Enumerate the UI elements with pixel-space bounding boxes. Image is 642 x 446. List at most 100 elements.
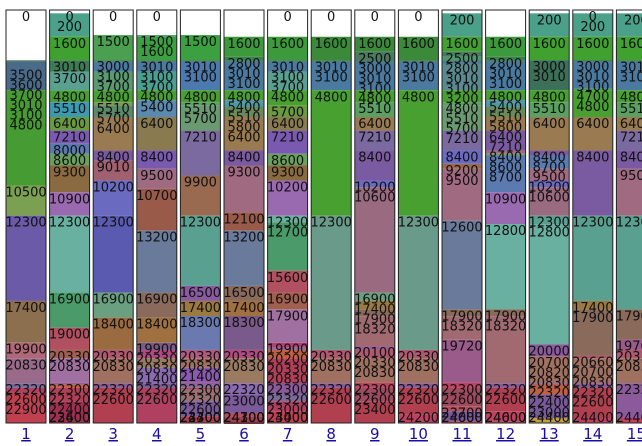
data-label: 0 — [371, 10, 379, 25]
data-label: 3700 — [140, 80, 173, 95]
data-label: 22320 — [49, 393, 90, 408]
data-label: 3100 — [271, 70, 304, 85]
data-label: 24400 — [529, 411, 570, 426]
category-link-11[interactable]: 11 — [452, 425, 471, 443]
column-11: 200 1600250028003010310032004800551057007… — [441, 9, 483, 443]
data-label: 3500 — [9, 69, 42, 84]
bar-segment — [224, 150, 264, 166]
data-label: 22320 — [136, 383, 177, 398]
data-label: 18400 — [136, 318, 177, 333]
bar-segment — [442, 163, 482, 169]
category-link-13[interactable]: 13 — [540, 425, 559, 443]
category-link-1[interactable]: 1 — [21, 425, 31, 443]
bar-segment — [354, 346, 395, 350]
bar-segment — [485, 60, 526, 62]
data-label: 20820 — [529, 366, 570, 381]
data-label: 6400 — [489, 130, 522, 145]
bar-segment — [485, 387, 526, 412]
bar-segment — [180, 387, 221, 390]
data-label: 3010 — [576, 70, 609, 85]
category-link-2[interactable]: 2 — [65, 425, 75, 443]
bar-segment — [93, 383, 134, 388]
data-label: 3010 — [489, 67, 522, 82]
data-label: 7210 — [53, 131, 86, 146]
bar-segment — [311, 215, 352, 350]
data-label: 3010 — [140, 60, 173, 75]
bar-segment — [93, 10, 134, 36]
bar-segment — [311, 90, 352, 216]
bar-segment — [485, 130, 526, 151]
category-link-8[interactable]: 8 — [326, 425, 336, 443]
data-label: 8600 — [53, 154, 86, 169]
data-label: 22320 — [572, 385, 613, 400]
bar-segment — [354, 382, 395, 388]
data-label: 22900 — [5, 403, 46, 418]
bar-segment — [442, 411, 482, 422]
category-link-10[interactable]: 10 — [409, 425, 428, 443]
data-label: 3100 — [489, 77, 522, 92]
category-link-7[interactable]: 7 — [283, 425, 293, 443]
bar-segment — [485, 106, 526, 118]
category-link-4[interactable]: 4 — [152, 425, 162, 443]
bar-segment — [442, 102, 482, 106]
data-label: 9500 — [140, 169, 173, 184]
data-label: 6400 — [576, 117, 609, 132]
data-label: 22700 — [180, 411, 221, 426]
data-label: 22320 — [311, 383, 352, 398]
data-label: 22300 — [441, 383, 482, 398]
bar-segment — [354, 292, 395, 301]
category-link-3[interactable]: 3 — [108, 425, 118, 443]
data-label: 22400 — [49, 403, 90, 418]
bar-segment — [616, 168, 642, 216]
bar-segment — [136, 168, 177, 189]
category-link-15[interactable]: 15 — [627, 425, 642, 443]
bar-segment — [49, 292, 90, 328]
bar-segment — [572, 387, 613, 418]
data-label: 8400 — [140, 150, 173, 165]
data-label: 20830 — [398, 360, 439, 375]
bar-segment — [398, 36, 439, 61]
category-link-12[interactable]: 12 — [496, 425, 515, 443]
data-label: 20660 — [572, 355, 613, 370]
data-label: 10900 — [485, 192, 526, 207]
data-label: 4800 — [620, 90, 642, 105]
bar-segment — [267, 71, 308, 91]
category-link-5[interactable]: 5 — [196, 425, 206, 443]
bar-segment — [485, 155, 526, 193]
data-label: 16900 — [354, 293, 395, 308]
bar-segment — [616, 349, 642, 359]
category-link-14[interactable]: 14 — [583, 425, 602, 443]
data-label: 3100 — [97, 70, 130, 85]
data-label: 2800 — [489, 57, 522, 72]
data-label: 12300 — [616, 216, 642, 231]
data-label: 8400 — [533, 150, 566, 165]
data-label: 10200 — [529, 181, 570, 196]
bar-segment — [180, 349, 221, 359]
bar-segment — [93, 317, 134, 350]
data-label: 8400 — [620, 150, 642, 165]
data-label: 17400 — [180, 301, 221, 316]
data-label: 2500 — [445, 52, 478, 67]
bar-segment — [529, 356, 570, 359]
data-label: 3100 — [315, 70, 348, 85]
bar-segment — [616, 309, 642, 340]
category-link-6[interactable]: 6 — [239, 425, 249, 443]
bar-segment — [485, 150, 526, 154]
bar-segment — [180, 300, 221, 316]
column-outline — [310, 9, 352, 424]
category-link-9[interactable]: 9 — [370, 425, 380, 443]
data-label: 1600 — [271, 37, 304, 52]
bar-segment — [354, 150, 395, 181]
bar-segment — [93, 61, 134, 72]
data-label: 3100 — [620, 70, 642, 85]
bar-segment — [224, 358, 264, 384]
data-label: 19700 — [616, 339, 642, 354]
bar-segment — [398, 90, 439, 216]
bar-segment — [442, 130, 482, 151]
data-label: 22300 — [49, 383, 90, 398]
bar-segment — [442, 61, 482, 64]
column-outline — [485, 9, 527, 424]
